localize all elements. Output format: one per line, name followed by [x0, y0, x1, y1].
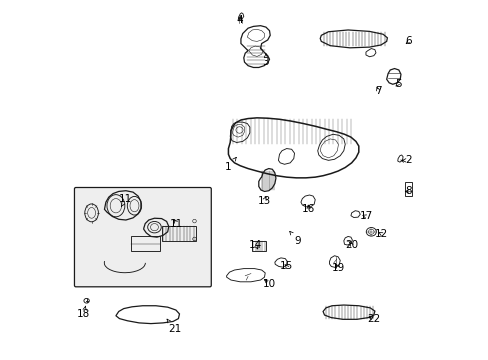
Text: 3: 3	[262, 54, 269, 67]
Text: 19: 19	[331, 262, 344, 273]
Text: 10: 10	[263, 279, 276, 289]
Text: 7: 7	[374, 86, 381, 96]
Text: 21: 21	[167, 319, 181, 334]
Text: 11: 11	[170, 219, 183, 229]
Bar	[162, 226, 195, 241]
Text: 20: 20	[345, 240, 358, 250]
Text: 12: 12	[374, 229, 387, 239]
Text: 22: 22	[366, 314, 380, 324]
Bar	[252, 241, 265, 251]
Text: 11: 11	[119, 194, 132, 206]
Text: 14: 14	[249, 240, 262, 250]
Text: 2: 2	[402, 156, 411, 165]
Text: 15: 15	[280, 261, 293, 271]
Text: 9: 9	[289, 231, 301, 246]
Text: 18: 18	[77, 306, 90, 319]
Bar	[404, 182, 411, 196]
Text: 1: 1	[224, 157, 236, 172]
Text: 16: 16	[302, 204, 315, 214]
FancyBboxPatch shape	[74, 188, 211, 287]
Text: 8: 8	[405, 186, 411, 197]
Text: 6: 6	[405, 36, 411, 46]
Text: 5: 5	[394, 78, 401, 89]
Text: 4: 4	[236, 15, 243, 25]
Text: 13: 13	[257, 196, 270, 206]
Bar	[131, 237, 160, 251]
Text: 17: 17	[359, 211, 372, 221]
